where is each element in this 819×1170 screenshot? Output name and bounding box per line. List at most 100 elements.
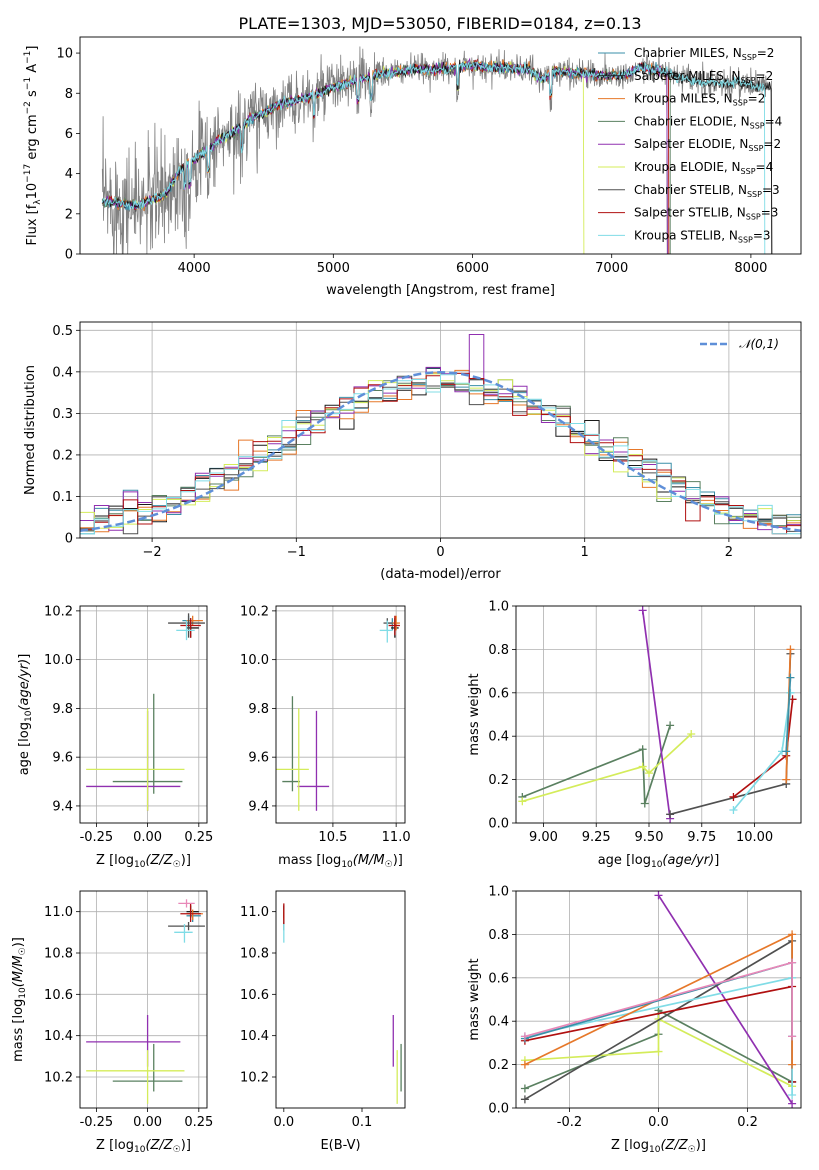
label-part: ] [714, 853, 719, 868]
y-tick-label: 9.4 [52, 799, 73, 814]
x-tick-label: 1 [581, 545, 589, 560]
x-tick-label: 5000 [317, 261, 350, 276]
weight-marker [666, 810, 675, 819]
axes-frame [275, 605, 406, 824]
y-tick-label: 10.6 [240, 988, 269, 1003]
weight-marker [729, 805, 738, 814]
y-tick-label: 0.4 [488, 730, 509, 745]
x-tick-label: 0.0 [648, 1115, 669, 1130]
y-tick-label: 10 [56, 47, 73, 62]
x-tick-label: −1 [287, 545, 306, 560]
label-part: ] [17, 654, 32, 659]
y-tick-label: 0 [65, 248, 73, 263]
y-axis-label: age [log10(age/yr)] [17, 654, 34, 776]
legend-model-name: Chabrier ELODIE, N [634, 114, 750, 128]
weight-marker [788, 1099, 797, 1108]
y-tick-label: 8 [65, 87, 73, 102]
weight-line [732, 699, 794, 798]
weight-line [641, 610, 671, 819]
y-tick-label: 9.4 [248, 799, 269, 814]
y-tick-label: 9.8 [248, 702, 269, 717]
x-axis-label: mass [log10(M/M☉)] [278, 853, 403, 870]
weight-marker [687, 730, 696, 739]
legend-model-name: Chabrier MILES, N [634, 46, 742, 60]
x-tick-label: 9.50 [635, 830, 664, 845]
legend-nssp: =4 [756, 160, 774, 174]
label-subscript: 10 [18, 987, 28, 999]
x-tick-label: 0.0 [273, 1115, 294, 1130]
y-axis-label: mass weight [467, 958, 482, 1040]
y-axis-label-part: λ [33, 199, 43, 205]
label-part: )] [181, 853, 191, 868]
y-axis-label-part: ] [25, 46, 40, 51]
axes-frame [515, 605, 802, 824]
legend-entry: Salpeter STELIB, NSSP=3 [634, 206, 778, 222]
axes-frame [79, 605, 208, 824]
y-tick-label: 9.6 [248, 751, 269, 766]
label-part: Z [log [96, 853, 134, 868]
y-axis-label-part: −1 [23, 51, 33, 64]
y-axis-label-part: Flux [f [25, 204, 40, 245]
x-axis-label: E(B-V) [320, 1138, 360, 1153]
x-tick-label: 0.25 [184, 830, 213, 845]
label-part: age [log [598, 853, 651, 868]
axes-frame [79, 36, 802, 255]
y-axis-label-part: 10 [25, 183, 40, 200]
error-bars [86, 613, 205, 811]
legend-model-name: Salpeter ELODIE, N [634, 137, 748, 151]
legend-subscript: SSP [746, 213, 761, 222]
mass-weight-vs-age-panel: 9.00 9.25 9.50 9.75 10.00 0.0 0.2 0.4 0.6 0.8 1.0 a… [467, 600, 802, 870]
legend-model-name: Kroupa STELIB, N [634, 228, 738, 242]
weight-marker [638, 745, 647, 754]
legend-model-name: Kroupa MILES, N [634, 92, 733, 106]
y-tick-label: 2 [65, 207, 73, 222]
weight-marker [654, 891, 663, 900]
weight-marker [782, 775, 791, 784]
y-tick-label: 0.2 [488, 1058, 509, 1073]
y-tick-label: 0.8 [488, 928, 509, 943]
y-tick-label: 10.2 [44, 604, 73, 619]
y-tick-label: 0.5 [52, 324, 73, 339]
y-axis-label: mass weight [467, 673, 482, 755]
y-tick-label: 1.0 [488, 885, 509, 900]
legend-nssp: =3 [753, 228, 771, 242]
label-subscript: 10 [24, 710, 34, 722]
x-tick-label: 0.25 [184, 1115, 213, 1130]
axes-frame [79, 321, 802, 539]
x-axis-label: (data-model)/error [380, 567, 501, 582]
y-axis-label-part: erg cm [25, 114, 40, 163]
weight-marker [786, 673, 795, 682]
label-part: (M/M [11, 955, 26, 987]
label-part: (Z/Z [145, 853, 173, 868]
label-part: age [log [17, 722, 32, 775]
legend-nssp: =2 [757, 46, 775, 60]
weight-marker [788, 930, 797, 939]
legend-model-name: Salpeter MILES, N [634, 69, 741, 83]
x-tick-label: 9.75 [687, 830, 716, 845]
weight-line [524, 1017, 793, 1088]
y-tick-label: 10.4 [240, 1029, 269, 1044]
label-subscript: 10 [651, 860, 663, 870]
weight-marker [729, 792, 738, 801]
legend-subscript: SSP [741, 76, 756, 85]
weight-marker [654, 1047, 663, 1056]
x-tick-label: 9.25 [582, 830, 611, 845]
y-tick-label: 11.0 [240, 905, 269, 920]
weight-marker [640, 799, 649, 808]
legend-model-name: Kroupa ELODIE, N [634, 160, 741, 174]
y-tick-label: 0.0 [488, 817, 509, 832]
legend-entry: Kroupa STELIB, NSSP=3 [634, 228, 771, 244]
y-tick-label: 0.1 [52, 490, 73, 505]
y-tick-label: 10.2 [44, 1071, 73, 1086]
legend-nssp: =3 [761, 206, 779, 220]
x-tick-label: 4000 [178, 261, 211, 276]
legend-subscript: SSP [733, 99, 748, 108]
x-tick-label: 10.00 [736, 830, 773, 845]
residual-histogram-panel: −2 −1 0 1 2 0 0.1 0.2 0.3 0.4 0.5 (data-model)/erro… [23, 321, 802, 582]
label-subscript: 10 [134, 1145, 146, 1155]
legend-model-name: Chabrier STELIB, N [634, 183, 747, 197]
legend-entry: Kroupa MILES, NSSP=2 [634, 92, 765, 108]
x-axis-label: wavelength [Angstrom, rest frame] [326, 283, 555, 298]
